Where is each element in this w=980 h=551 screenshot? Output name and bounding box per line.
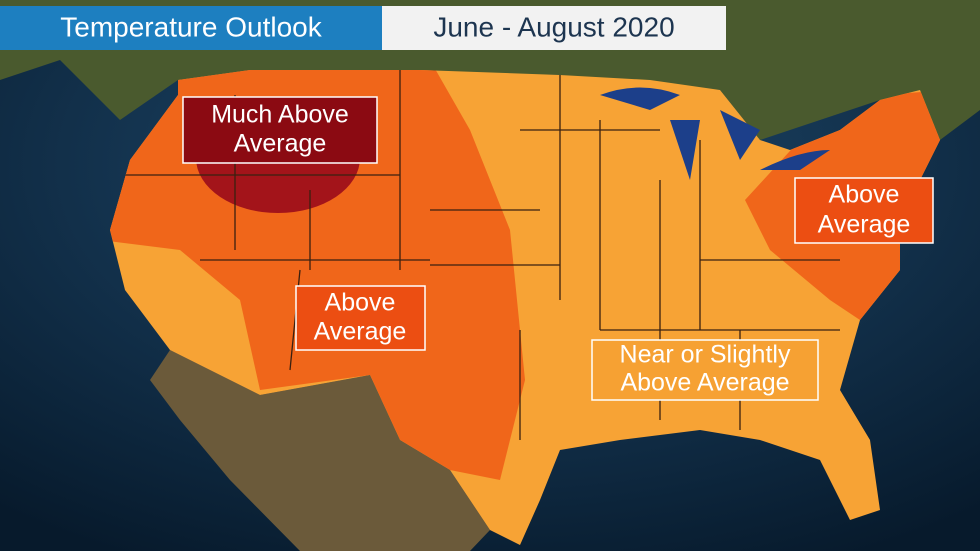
title: Temperature Outlook: [60, 11, 322, 42]
region-label: Much Above: [211, 101, 349, 129]
region-label: Average: [314, 318, 407, 346]
region-label: Average: [818, 211, 911, 239]
title-box: [0, 6, 382, 50]
label-box: [182, 96, 378, 164]
region-label: Above: [325, 289, 396, 317]
label-box: [794, 177, 934, 244]
region-label: Above: [829, 181, 900, 209]
label-box: [591, 339, 819, 401]
label-box: [295, 285, 426, 351]
region-label: Above Average: [620, 369, 789, 397]
subtitle: June - August 2020: [433, 11, 674, 42]
region-label: Average: [234, 130, 327, 158]
mexico: [150, 350, 490, 551]
region-label: Near or Slightly: [620, 341, 791, 369]
great-lakes: [600, 87, 830, 180]
subtitle-box: [382, 6, 726, 50]
